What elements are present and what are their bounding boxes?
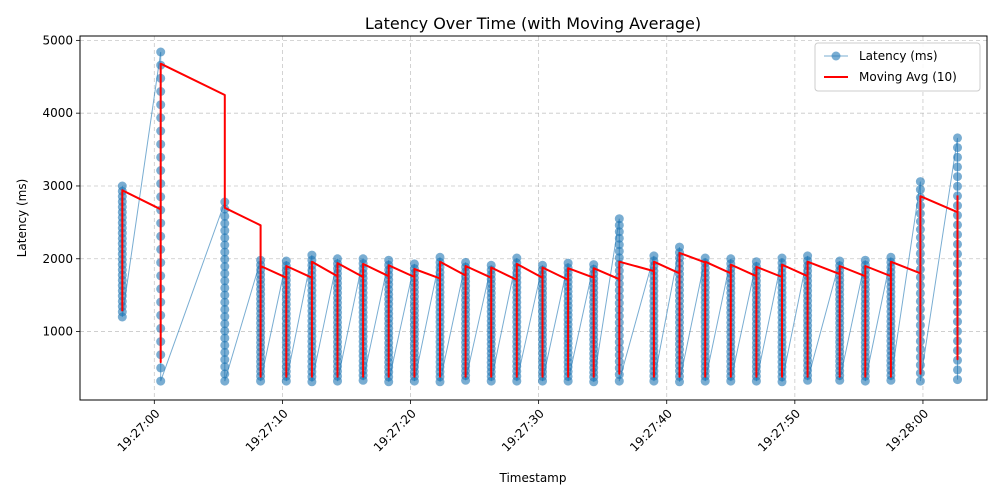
legend: Latency (ms) Moving Avg (10) <box>814 42 981 92</box>
y-axis-title: Latency (ms) <box>15 179 29 258</box>
y-tick-label: 5000 <box>42 33 73 47</box>
legend-latency-marker <box>831 51 841 61</box>
x-axis-title: Timestamp <box>499 471 567 485</box>
legend-box <box>814 42 981 92</box>
y-tick-label: 4000 <box>42 106 73 120</box>
y-tick-label: 2000 <box>42 252 73 266</box>
chart-title: Latency Over Time (with Moving Average) <box>365 14 701 33</box>
moving-average-series <box>121 62 959 378</box>
plot-frame <box>79 35 988 401</box>
legend-moving-average-label: Moving Avg (10) <box>859 70 957 84</box>
y-axis: 1000 2000 3000 4000 5000 <box>42 33 80 339</box>
legend-latency-label: Latency (ms) <box>859 49 938 63</box>
y-tick-label: 1000 <box>42 325 73 339</box>
moving-average-line <box>121 62 959 378</box>
y-tick-label: 3000 <box>42 179 73 193</box>
